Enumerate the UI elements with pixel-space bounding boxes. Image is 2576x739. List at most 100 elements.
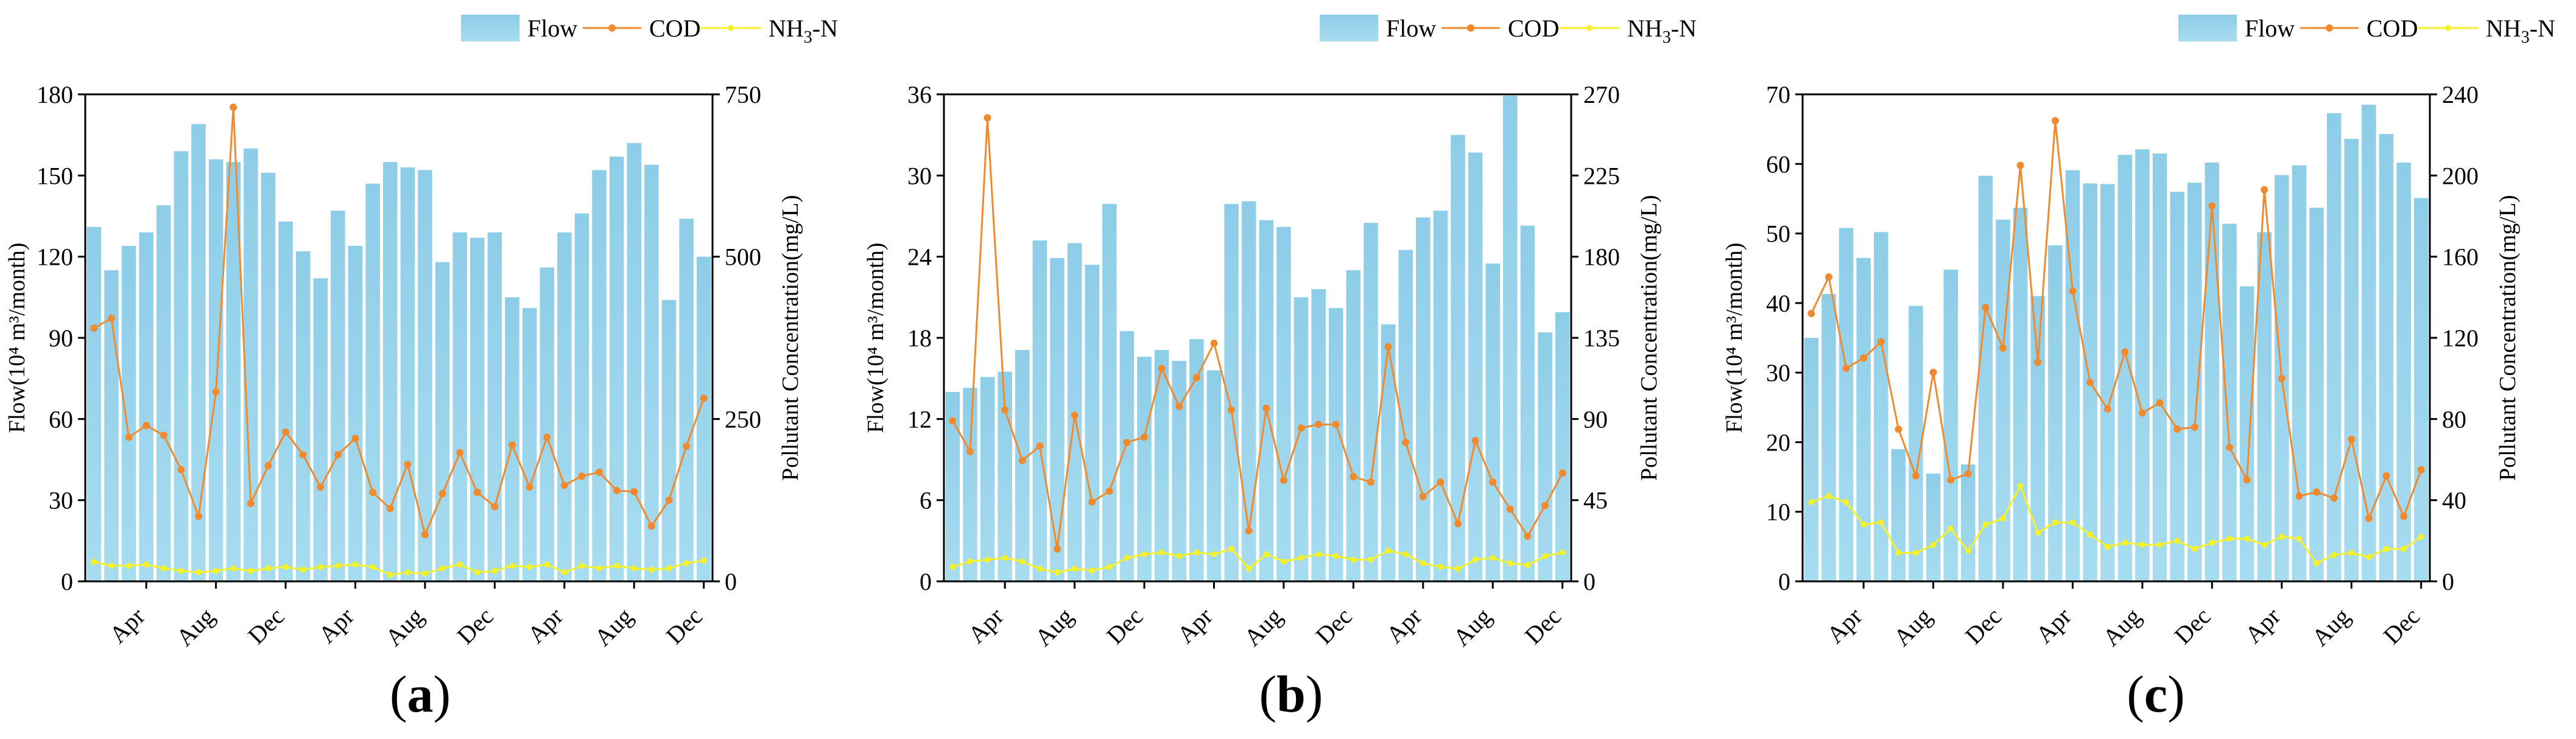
flow-bar [313, 278, 328, 581]
nh3-point [613, 562, 620, 569]
cod-point [125, 433, 133, 441]
flow-bar [1503, 96, 1518, 581]
flow-bar [470, 237, 485, 582]
flow-bar [2048, 245, 2063, 581]
flow-bar [1891, 449, 1906, 581]
cod-point [1825, 273, 1832, 281]
x-tick-label: Apr [2239, 603, 2286, 649]
cod-line [93, 107, 705, 538]
cod-point [2156, 399, 2164, 407]
y2-axis-title: Pollutant Concentration(mg/L) [778, 195, 803, 481]
x-tick-label: Dec [1960, 603, 2007, 650]
cod-point [2173, 426, 2181, 433]
y2-axis-title: Pollutant Concentration(mg/L) [2495, 195, 2521, 481]
flow-bar [963, 388, 977, 581]
flow-bar [2187, 183, 2202, 582]
nh3-point [230, 565, 237, 572]
x-tick-label: Apr [313, 603, 359, 649]
cod-point [1964, 470, 1972, 478]
cod-point [177, 466, 185, 474]
cod-point [1999, 344, 2007, 352]
nh3-point [1808, 499, 1815, 505]
flow-bar [1329, 308, 1343, 581]
left-tick-label: 70 [1766, 81, 1790, 108]
flow-bar [1555, 312, 1570, 581]
flow-bar [244, 148, 258, 581]
flow-bar [2170, 192, 2184, 581]
nh3-point [2314, 560, 2320, 566]
flow-bar [1520, 225, 1535, 582]
legend: Flow COD NH3-N [1320, 15, 1697, 47]
nh3-point [317, 564, 324, 570]
nh3-point [1930, 542, 1937, 548]
left-tick-label: 6 [920, 487, 932, 514]
flow-bar [2292, 165, 2307, 582]
cod-point [1245, 527, 1253, 534]
nh3-point [1054, 569, 1060, 576]
nh3-point [1982, 521, 1989, 528]
flow-bar [2379, 134, 2394, 582]
flow-bar [365, 183, 380, 581]
chart-a: 0 30 60 90 120 150 180 0 250 500 750 Apr Aug Dec Apr Au… [4, 15, 838, 651]
left-tick-label: 90 [49, 324, 73, 352]
nh3-point [1877, 519, 1884, 526]
x-tick-label: Aug [2097, 603, 2147, 652]
flow-bar [1943, 270, 1958, 581]
nh3-point [1228, 545, 1235, 552]
legend-nh3-label: NH3-N [769, 15, 838, 47]
flow-bar [1242, 201, 1256, 582]
flow-bar [435, 262, 450, 582]
flow-bar [348, 245, 363, 581]
x-tick-label: Dec [451, 603, 498, 650]
cod-point [1558, 469, 1566, 477]
cod-point [578, 472, 586, 480]
legend-cod-label: COD [649, 15, 700, 42]
flow-bar [592, 170, 607, 581]
nh3-point [579, 562, 585, 569]
cod-point [665, 496, 673, 504]
cod-point [966, 447, 974, 455]
flow-bar [174, 151, 189, 582]
flow-bar [139, 232, 153, 581]
flow-bar [1154, 350, 1169, 581]
cod-point [1158, 365, 1166, 373]
x-tick-label: Dec [242, 603, 289, 650]
cod-point [1524, 532, 1532, 540]
cod-point [2313, 488, 2320, 496]
flow-bar [2065, 170, 2080, 582]
cod-point [1315, 421, 1323, 429]
nh3-point [108, 562, 114, 569]
flow-bar [644, 164, 659, 582]
nh3-point [1385, 547, 1392, 554]
nh3-point [2365, 554, 2372, 560]
flow-bar [2362, 105, 2376, 582]
x-tick-label: Dec [1101, 603, 1148, 650]
flow-bar [1311, 289, 1326, 581]
nh3-point [2401, 545, 2407, 552]
flow-bar [383, 162, 398, 582]
cod-point [143, 422, 150, 429]
right-tick-label: 0 [725, 568, 737, 595]
nh3-point [1280, 558, 1287, 565]
cod-point [526, 483, 533, 491]
cod-point [1036, 442, 1044, 450]
cod-point [404, 461, 412, 468]
nh3-point [2418, 533, 2424, 540]
nh3-point [1089, 567, 1096, 574]
right-tick-label: 240 [2442, 81, 2479, 108]
cod-point [1454, 520, 1462, 528]
right-tick-label: 250 [725, 405, 761, 433]
cod-point [2138, 409, 2146, 417]
nh3-point [1420, 560, 1426, 567]
nh3-point [1368, 556, 1374, 563]
nh3-point [2383, 545, 2390, 552]
nh3-point [949, 564, 956, 570]
nh3-point [2017, 483, 2024, 489]
flow-bar [1381, 324, 1396, 581]
flow-bar [1102, 204, 1117, 581]
cod-point [560, 482, 568, 489]
flow-bar [2205, 163, 2220, 581]
cod-point [2086, 379, 2094, 387]
right-tick-label: 0 [1583, 568, 1596, 595]
flow-bar [157, 205, 171, 581]
